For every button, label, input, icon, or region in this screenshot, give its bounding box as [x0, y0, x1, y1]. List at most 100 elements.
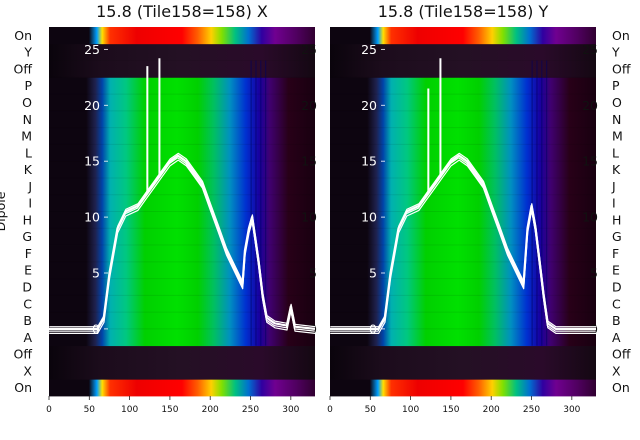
- heatmap-row: [330, 312, 596, 330]
- dipole-tick-label: H: [612, 212, 621, 227]
- heatmap-row: [49, 144, 315, 162]
- channel-stripe: [265, 60, 267, 346]
- overlay-y-tick-label: 5: [369, 266, 377, 281]
- dipole-tick-label: On: [612, 28, 630, 43]
- dipole-tick-label: B: [23, 313, 32, 328]
- heatmap-row: [330, 127, 596, 145]
- heatmap-row: [49, 60, 315, 78]
- channel-stripe: [250, 60, 252, 346]
- heatmap-row: [330, 228, 596, 246]
- dipole-tick-label: O: [22, 95, 32, 110]
- chart-title: 15.8 (Tile158=158) X: [96, 2, 268, 21]
- dipole-tick-label: P: [612, 78, 620, 93]
- overlay-y-tick-label-secondary: 5: [590, 266, 598, 281]
- dipole-tick-label: Off: [14, 61, 33, 76]
- overlay-y-tick-label: 15: [361, 154, 377, 169]
- x-tick-label: 250: [523, 405, 540, 415]
- heatmap-row: [330, 328, 596, 347]
- heatmap-row: [49, 194, 315, 212]
- heatmap-row: [49, 94, 315, 112]
- heatmap-row: [330, 362, 596, 380]
- x-tick-label: 100: [121, 405, 138, 415]
- dipole-tick-label: B: [612, 313, 621, 328]
- dipole-tick-label: M: [21, 129, 32, 144]
- chart-panel-2: 15.8 (Tile158=158) YOnXOffABCDEFGHIJKLMN…: [327, 2, 631, 415]
- x-tick-label: 50: [365, 405, 377, 415]
- overlay-y-tick-label: 25: [84, 42, 100, 57]
- heatmap-row: [330, 261, 596, 279]
- dipole-tick-label: On: [14, 28, 32, 43]
- dipole-tick-label: On: [612, 380, 630, 395]
- heatmap-row: [49, 77, 315, 95]
- dipole-tick-label: Y: [23, 45, 32, 60]
- dipole-tick-label: I: [612, 196, 616, 211]
- heatmap-row: [49, 379, 315, 397]
- overlay-y-tick-label-secondary: 10: [301, 210, 317, 225]
- dipole-tick-label: N: [23, 112, 32, 127]
- heatmap-row: [49, 295, 315, 313]
- heatmap-row: [49, 328, 315, 347]
- dipole-tick-label: A: [23, 330, 32, 345]
- heatmap-row: [49, 278, 315, 296]
- heatmap-row: [330, 60, 596, 78]
- overlay-series-line: [49, 159, 316, 334]
- heatmap-row: [49, 211, 315, 229]
- overlay-y-tick-label: 15: [84, 154, 100, 169]
- heatmap-row: [330, 94, 596, 112]
- heatmap-row: [49, 245, 315, 263]
- heatmap-row: [49, 27, 315, 45]
- overlay-series-line: [49, 152, 316, 328]
- x-tick-label: 0: [46, 405, 52, 415]
- overlay-y-tick-label-secondary: 15: [582, 154, 598, 169]
- overlay-y-tick-label-secondary: 5: [309, 266, 317, 281]
- overlay-y-tick-label-secondary: 20: [301, 98, 317, 113]
- dipole-tick-label: F: [25, 246, 32, 261]
- channel-stripe: [541, 60, 543, 346]
- channel-stripe: [260, 60, 262, 346]
- dipole-tick-label: C: [612, 296, 621, 311]
- x-tick-label: 50: [84, 405, 96, 415]
- dipole-tick-label: D: [612, 279, 622, 294]
- channel-stripe: [531, 60, 533, 346]
- dipole-tick-label: On: [14, 380, 32, 395]
- dipole-tick-label: X: [23, 363, 32, 378]
- dipole-tick-label: Y: [611, 45, 620, 60]
- heatmap-row: [49, 228, 315, 246]
- heatmap-row: [49, 127, 315, 145]
- dipole-tick-label: Off: [14, 347, 33, 362]
- overlay-y-tick-label-secondary: 15: [301, 154, 317, 169]
- dipole-tick-label: H: [23, 212, 32, 227]
- heatmap-row: [330, 144, 596, 162]
- x-tick-label: 150: [161, 405, 178, 415]
- x-tick-label: 200: [202, 405, 219, 415]
- heatmap-row: [330, 245, 596, 263]
- heatmap-row: [49, 261, 315, 279]
- overlay-y-tick-label-secondary: 25: [301, 42, 317, 57]
- dipole-tick-label: E: [612, 263, 620, 278]
- heatmap-row: [330, 177, 596, 196]
- heatmap-row: [330, 77, 596, 95]
- x-tick-label: 200: [483, 405, 500, 415]
- dipole-tick-label: O: [612, 95, 622, 110]
- heatmap-row: [49, 161, 315, 179]
- x-tick-label: 250: [242, 405, 259, 415]
- channel-stripe: [255, 60, 257, 346]
- overlay-y-tick-label: 20: [361, 98, 377, 113]
- dipole-tick-label: I: [28, 196, 32, 211]
- heatmap-row: [330, 43, 596, 61]
- heatmap-row: [49, 345, 315, 363]
- x-tick-label: 0: [327, 405, 333, 415]
- dipole-tick-label: E: [24, 263, 32, 278]
- heatmap-row: [330, 278, 596, 296]
- heatmap-row: [330, 161, 596, 179]
- dipole-tick-label: F: [612, 246, 619, 261]
- dipole-tick-label: J: [611, 179, 616, 194]
- dipole-tick-label: N: [612, 112, 621, 127]
- dipole-tick-label: K: [24, 162, 33, 177]
- dipole-tick-label: Off: [612, 347, 631, 362]
- heatmap-row: [330, 194, 596, 212]
- heatmap-row: [49, 312, 315, 330]
- overlay-y-tick-label: 20: [84, 98, 100, 113]
- dipole-tick-label: A: [612, 330, 621, 345]
